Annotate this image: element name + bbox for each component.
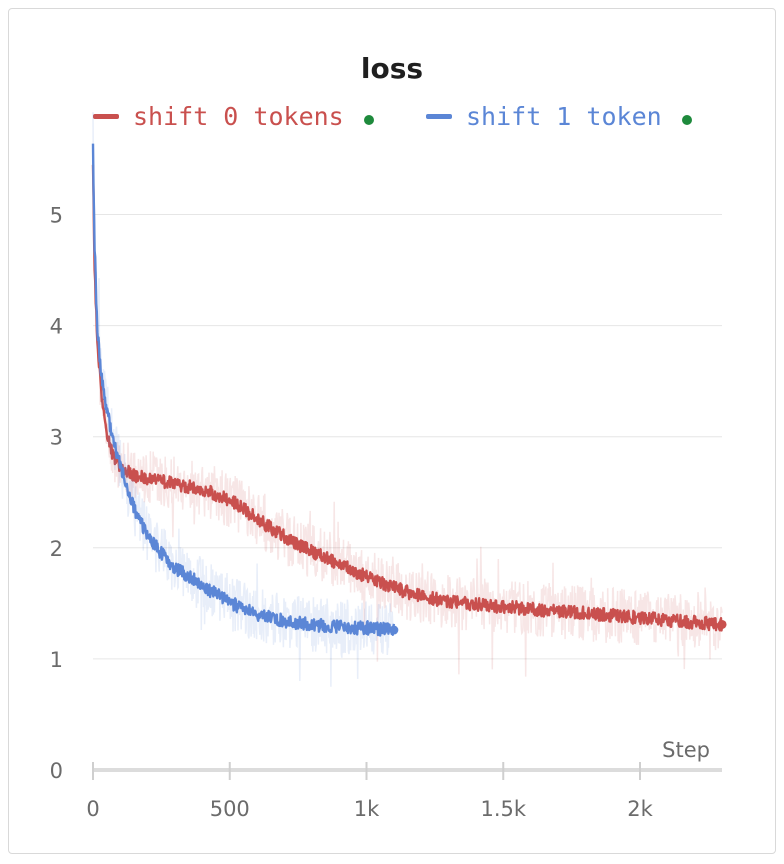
y-tick-label: 0 xyxy=(50,759,63,783)
x-tick-label: 2k xyxy=(627,797,653,821)
status-dot-icon xyxy=(681,114,692,125)
status-dot-icon xyxy=(363,114,374,125)
chart-panel xyxy=(8,8,776,854)
y-tick-label: 3 xyxy=(50,426,63,450)
legend: shift 0 tokens shift 1 token xyxy=(0,102,784,136)
y-tick-label: 2 xyxy=(50,537,63,561)
legend-swatch-shift-0 xyxy=(93,114,119,119)
legend-label-shift-0: shift 0 tokens xyxy=(133,102,344,131)
x-axis: 0 500 1k 1.5k 2k xyxy=(86,762,722,821)
series-end-point-shift-0 xyxy=(717,619,727,629)
x-tick-label: 1.5k xyxy=(480,797,526,821)
series-line-shift-0[interactable] xyxy=(91,164,724,632)
series-raw-line-shift-0 xyxy=(92,148,723,677)
x-axis-label: Step xyxy=(662,738,710,762)
legend-label-shift-1: shift 1 token xyxy=(466,102,662,131)
y-tick-label: 1 xyxy=(50,648,63,672)
y-tick-label: 4 xyxy=(50,315,63,339)
series-line-shift-1[interactable] xyxy=(91,143,396,637)
series-raw-line-shift-1 xyxy=(92,112,395,687)
series-end-point-shift-1 xyxy=(389,625,399,635)
y-tick-label: 5 xyxy=(50,204,63,228)
x-tick-label: 1k xyxy=(354,797,380,821)
x-tick-label: 0 xyxy=(86,797,99,821)
chart-title: loss xyxy=(360,52,424,85)
legend-item-shift-1[interactable]: shift 1 token xyxy=(426,102,692,131)
grid-lines xyxy=(93,214,722,660)
y-axis: 0 1 2 3 4 5 xyxy=(50,204,63,784)
legend-item-shift-0[interactable]: shift 0 tokens xyxy=(93,102,374,131)
legend-swatch-shift-1 xyxy=(426,114,452,119)
x-tick-label: 500 xyxy=(210,797,250,821)
series-layer xyxy=(91,112,727,687)
